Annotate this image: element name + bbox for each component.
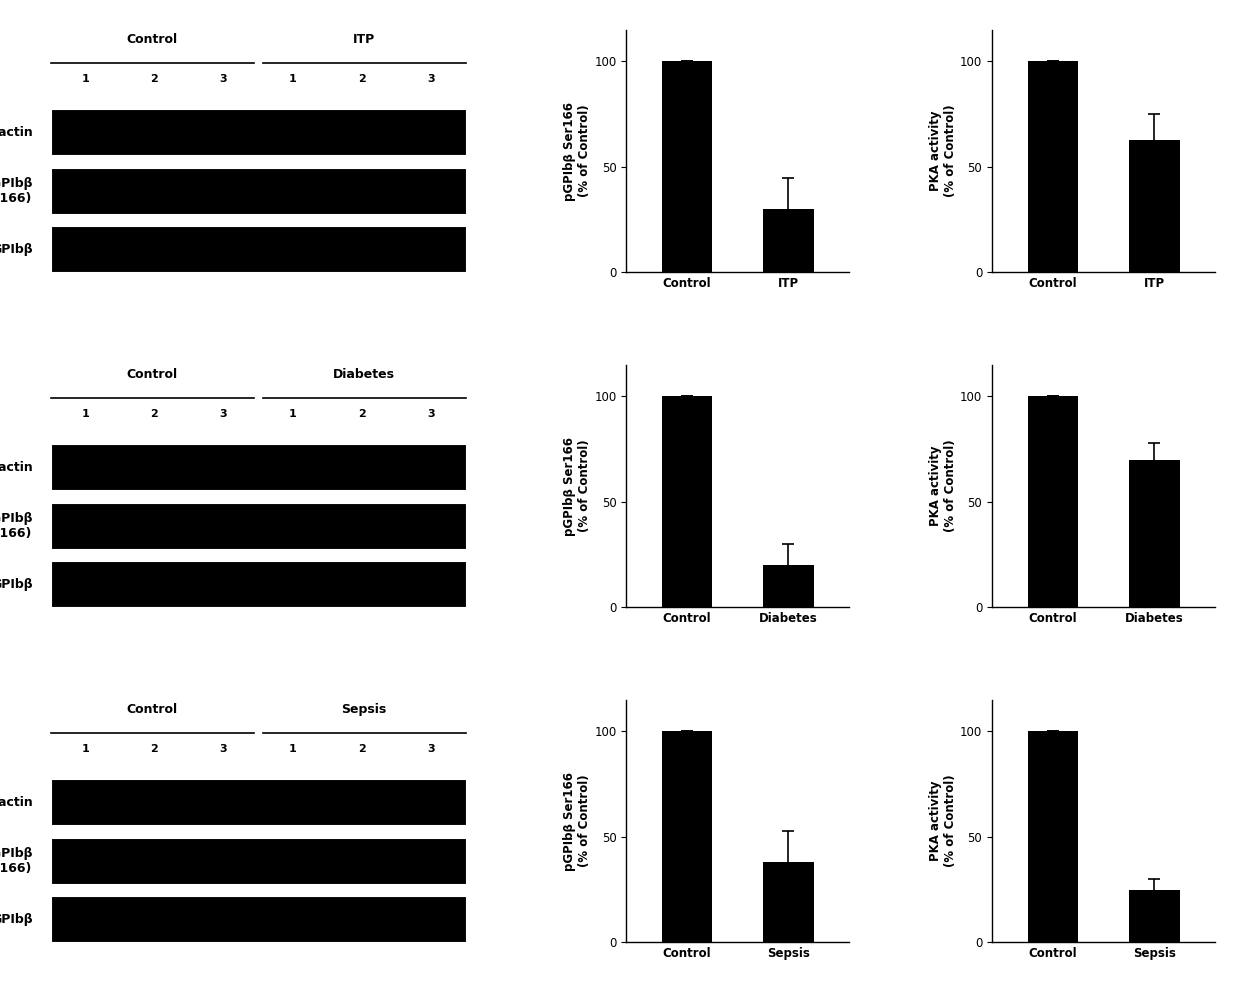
Bar bbox=[1128, 459, 1179, 607]
Bar bbox=[662, 731, 713, 942]
Bar bbox=[51, 226, 465, 273]
Text: 1: 1 bbox=[82, 409, 89, 420]
Text: 2: 2 bbox=[358, 744, 366, 754]
Text: GPIbβ: GPIbβ bbox=[0, 578, 32, 591]
Text: 2: 2 bbox=[358, 74, 366, 84]
Y-axis label: PKA activity
(% of Control): PKA activity (% of Control) bbox=[929, 439, 957, 533]
Bar bbox=[51, 561, 465, 607]
Text: 1: 1 bbox=[82, 744, 89, 754]
Text: ITP: ITP bbox=[353, 34, 376, 47]
Text: 1: 1 bbox=[82, 74, 89, 84]
Text: Control: Control bbox=[126, 368, 177, 382]
Bar bbox=[51, 503, 465, 549]
Y-axis label: PKA activity
(% of Control): PKA activity (% of Control) bbox=[929, 775, 957, 867]
Bar bbox=[1028, 731, 1079, 942]
Text: GPIbβ: GPIbβ bbox=[0, 913, 32, 926]
Text: 1: 1 bbox=[289, 74, 296, 84]
Text: 3: 3 bbox=[219, 744, 227, 754]
Y-axis label: pGPIbβ Ser166
(% of Control): pGPIbβ Ser166 (% of Control) bbox=[563, 772, 591, 871]
Bar bbox=[1128, 890, 1179, 942]
Bar bbox=[51, 838, 465, 884]
Text: pGPIbβ
(Ser166): pGPIbβ (Ser166) bbox=[0, 512, 32, 540]
Bar bbox=[662, 62, 713, 273]
Text: 2: 2 bbox=[358, 409, 366, 420]
Text: 3: 3 bbox=[427, 74, 435, 84]
Text: β-actin: β-actin bbox=[0, 126, 32, 139]
Text: β-actin: β-actin bbox=[0, 460, 32, 474]
Text: Sepsis: Sepsis bbox=[341, 703, 387, 716]
Text: 2: 2 bbox=[150, 744, 159, 754]
Bar bbox=[1028, 397, 1079, 607]
Text: β-actin: β-actin bbox=[0, 796, 32, 808]
Text: 3: 3 bbox=[427, 744, 435, 754]
Text: 3: 3 bbox=[219, 409, 227, 420]
Bar bbox=[763, 862, 813, 942]
Bar bbox=[51, 897, 465, 942]
Bar bbox=[51, 168, 465, 214]
Text: 3: 3 bbox=[427, 409, 435, 420]
Bar bbox=[763, 565, 813, 607]
Y-axis label: pGPIbβ Ser166
(% of Control): pGPIbβ Ser166 (% of Control) bbox=[563, 436, 591, 536]
Text: 2: 2 bbox=[150, 74, 159, 84]
Text: Control: Control bbox=[126, 703, 177, 716]
Text: 2: 2 bbox=[150, 409, 159, 420]
Bar bbox=[1028, 62, 1079, 273]
Text: 1: 1 bbox=[289, 409, 296, 420]
Y-axis label: PKA activity
(% of Control): PKA activity (% of Control) bbox=[929, 105, 957, 197]
Text: 1: 1 bbox=[289, 744, 296, 754]
Text: GPIbβ: GPIbβ bbox=[0, 243, 32, 256]
Bar bbox=[763, 209, 813, 273]
Bar bbox=[662, 397, 713, 607]
Text: Diabetes: Diabetes bbox=[334, 368, 396, 382]
Bar bbox=[51, 109, 465, 156]
Y-axis label: pGPIbβ Ser166
(% of Control): pGPIbβ Ser166 (% of Control) bbox=[563, 101, 591, 200]
Text: pGPIbβ
(Ser166): pGPIbβ (Ser166) bbox=[0, 177, 32, 205]
Bar bbox=[1128, 140, 1179, 273]
Bar bbox=[51, 444, 465, 490]
Text: 3: 3 bbox=[219, 74, 227, 84]
Text: pGPIbβ
(Ser166): pGPIbβ (Ser166) bbox=[0, 847, 32, 875]
Bar bbox=[51, 779, 465, 825]
Text: Control: Control bbox=[126, 34, 177, 47]
